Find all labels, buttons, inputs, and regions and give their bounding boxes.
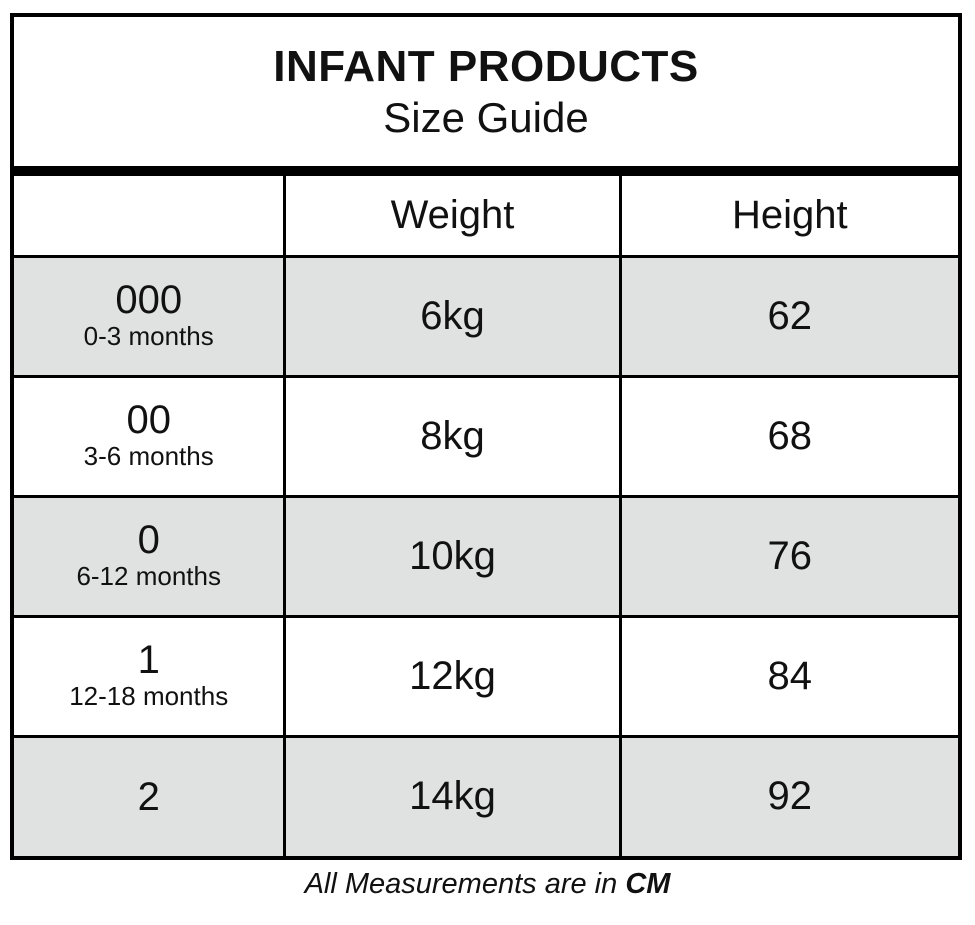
header-row: Weight Height [14,176,958,258]
height-cell: 84 [618,614,958,738]
size-cell: 2 [14,734,287,856]
table-row: 00 3-6 months 8kg 68 [14,374,958,498]
page-title: INFANT PRODUCTS [273,41,699,91]
size-code: 000 [115,278,183,323]
size-code: 00 [126,398,171,443]
size-code: 2 [137,774,160,819]
size-cell: 000 0-3 months [14,254,287,378]
column-header-height: Height [618,176,958,258]
column-header-weight: Weight [283,176,622,258]
measurements-footnote: All Measurements are in CM [0,868,975,901]
weight-cell: 10kg [283,494,622,618]
height-cell: 68 [618,374,958,498]
table-row: 0 6-12 months 10kg 76 [14,494,958,618]
size-cell: 1 12-18 months [14,614,287,738]
size-age-range: 12-18 months [69,681,229,712]
height-cell: 62 [618,254,958,378]
size-age-range: 0-3 months [83,321,214,352]
weight-cell: 6kg [283,254,622,378]
title-block: INFANT PRODUCTS Size Guide [14,17,958,176]
size-cell: 00 3-6 months [14,374,287,498]
table-row: 1 12-18 months 12kg 84 [14,614,958,738]
size-age-range: 6-12 months [76,561,221,592]
size-age-range: 3-6 months [83,441,214,472]
height-cell: 92 [618,734,958,856]
weight-cell: 14kg [283,734,622,856]
weight-cell: 12kg [283,614,622,738]
height-cell: 76 [618,494,958,618]
size-guide-card: INFANT PRODUCTS Size Guide Weight Height… [10,13,962,860]
weight-cell: 8kg [283,374,622,498]
size-guide-table: Weight Height 000 0-3 months 6kg 62 00 3… [14,176,958,856]
size-cell: 0 6-12 months [14,494,287,618]
footnote-text: All Measurements are in [304,868,626,900]
page-subtitle: Size Guide [383,93,589,141]
column-header-size [14,176,287,258]
size-code: 1 [137,638,160,683]
table-row: 2 14kg 92 [14,734,958,856]
table-row: 000 0-3 months 6kg 62 [14,254,958,378]
size-code: 0 [137,518,160,563]
footnote-unit: CM [625,868,671,900]
